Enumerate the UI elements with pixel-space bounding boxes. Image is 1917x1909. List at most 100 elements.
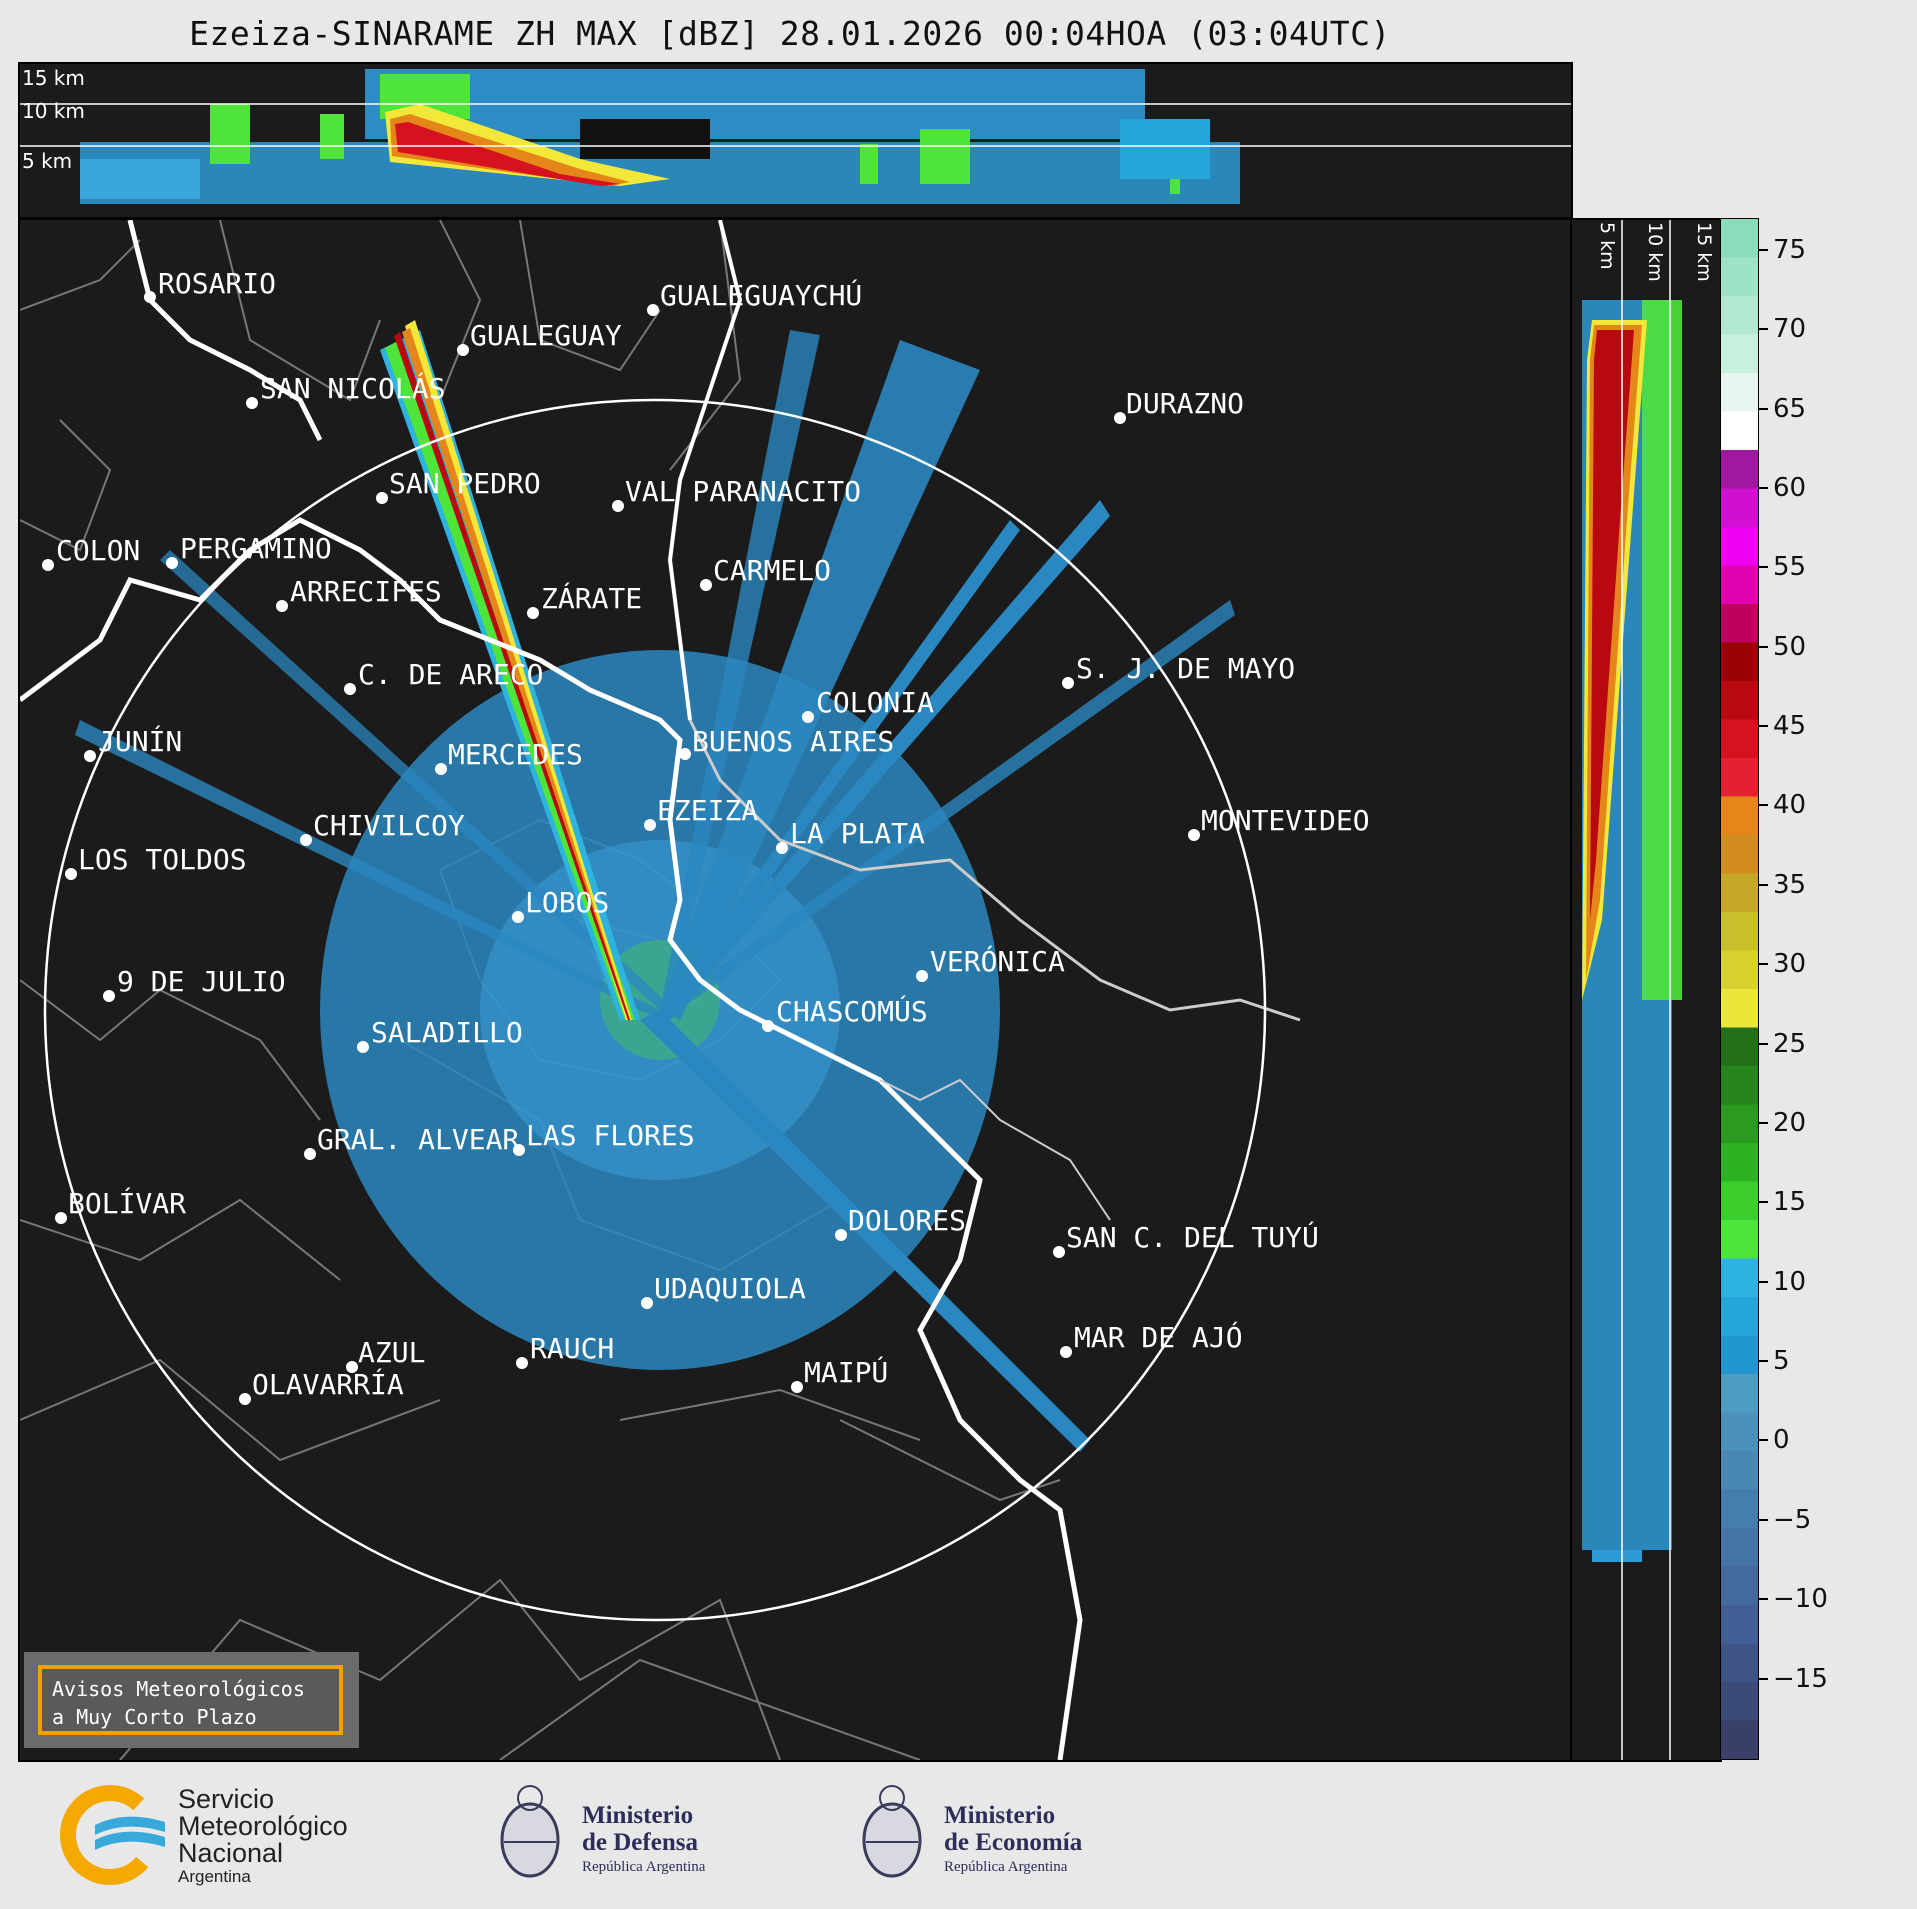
colorbar-tick (1759, 407, 1768, 410)
colorbar-tick-label: 40 (1773, 790, 1807, 821)
km-label-v-5: 5 km (1596, 222, 1618, 270)
city-label-9-de-julio: 9 DE JULIO (117, 965, 286, 998)
km-label-10: 10 km (22, 99, 85, 123)
city-label-chivilcoy: CHIVILCOY (313, 809, 465, 842)
colorbar-tick-label: −15 (1773, 1663, 1828, 1694)
city-dot (512, 911, 524, 923)
city-label-buenos-aires: BUENOS AIRES (692, 725, 895, 758)
city-dot (166, 557, 178, 569)
city-dot (300, 834, 312, 846)
colorbar-tick (1759, 1121, 1768, 1124)
city-dot (791, 1381, 803, 1393)
radar-map-svg (20, 220, 1301, 1760)
city-label-mercedes: MERCEDES (448, 738, 583, 771)
city-label-ezeiza: EZEIZA (657, 794, 759, 827)
colorbar-tick (1759, 645, 1768, 648)
city-label-pergamino: PERGAMINO (180, 532, 332, 565)
city-dot (647, 304, 659, 316)
city-dot (357, 1041, 369, 1053)
colorbar-tick (1759, 1280, 1768, 1283)
colorbar-tick-label: 30 (1773, 949, 1807, 980)
warning-line-1: Avisos Meteorológicos (52, 1677, 305, 1701)
city-label-san-c-del-tuyu: SAN C. DEL TUYÚ (1066, 1221, 1319, 1254)
colorbar-tick-label: 10 (1773, 1266, 1807, 1297)
colorbar-tick-label: 75 (1773, 234, 1807, 265)
radar-map: ROSARIO GUALEGUAYCHÚ GUALEGUAY SAN NICOL… (18, 218, 1573, 1762)
city-label-gualeguaychu: GUALEGUAYCHÚ (660, 279, 863, 312)
city-dot (376, 492, 388, 504)
city-label-udaquiola: UDAQUIOLA (654, 1272, 806, 1305)
colorbar-tick-label: 50 (1773, 631, 1807, 662)
colorbar-tick (1759, 566, 1768, 569)
city-dot (457, 344, 469, 356)
city-dot (513, 1144, 525, 1156)
city-dot (103, 990, 115, 1002)
colorbar-tick-label: 70 (1773, 314, 1807, 345)
city-label-veronica: VERÓNICA (930, 945, 1065, 978)
city-dot (1114, 412, 1126, 424)
colorbar-tick (1759, 963, 1768, 966)
km-label-5: 5 km (22, 149, 73, 173)
city-dot (1060, 1346, 1072, 1358)
city-label-rauch: RAUCH (530, 1332, 615, 1365)
city-dot (612, 500, 624, 512)
colorbar-tick (1759, 1677, 1768, 1680)
colorbar-tick-label: 5 (1773, 1346, 1790, 1377)
city-dot (239, 1393, 251, 1405)
city-label-colonia: COLONIA (816, 686, 935, 719)
colorbar-tick-label: 15 (1773, 1187, 1807, 1218)
city-dot (304, 1148, 316, 1160)
colorbar-tick-label: −5 (1773, 1504, 1812, 1535)
city-dot (276, 600, 288, 612)
colorbar-tick (1759, 1598, 1768, 1601)
argentina-shield-icon (500, 1785, 560, 1878)
city-label-la-plata: LA PLATA (790, 817, 925, 850)
colorbar-tick (1759, 248, 1768, 251)
smn-logo-icon (60, 1785, 165, 1885)
city-label-colon: COLON (56, 534, 141, 567)
colorbar-tick-label: 45 (1773, 711, 1807, 742)
colorbar-tick-label: 25 (1773, 1028, 1807, 1059)
city-label-junin: JUNÍN (98, 725, 183, 758)
city-label-olavarria: OLAVARRÍA (252, 1368, 404, 1401)
city-label-mar-de-ajo: MAR DE AJÓ (1074, 1321, 1243, 1354)
city-dot (527, 607, 539, 619)
coast-and-rivers (20, 220, 1301, 1760)
city-dot (55, 1212, 67, 1224)
chart-title: Ezeiza-SINARAME ZH MAX [dBZ] 28.01.2026 … (189, 14, 1391, 53)
smn-line-1: Servicio (178, 1784, 275, 1814)
city-dot (435, 763, 447, 775)
warning-line-2: a Muy Corto Plazo (52, 1705, 257, 1729)
city-dot (641, 1297, 653, 1309)
economia-line-2: de Economía (944, 1829, 1083, 1856)
city-label-durazno: DURAZNO (1126, 387, 1245, 420)
city-label-gualeguay: GUALEGUAY (470, 319, 622, 352)
colorbar-tick-label: −10 (1773, 1584, 1828, 1615)
radar-echoes (75, 320, 1235, 1452)
city-label-saladillo: SALADILLO (371, 1016, 523, 1049)
city-label-los-toldos: LOS TOLDOS (78, 843, 247, 876)
km-label-15: 15 km (22, 66, 85, 90)
km-label-v-15: 15 km (1693, 222, 1715, 282)
city-label-carmelo: CARMELO (713, 554, 832, 587)
top-profile-echoes (20, 69, 1571, 204)
city-dot (700, 579, 712, 591)
side-profile-panel: 5 km 10 km 15 km (1570, 218, 1722, 1762)
argentina-shield-icon (862, 1785, 922, 1878)
city-dot (916, 970, 928, 982)
colorbar-tick (1759, 1360, 1768, 1363)
city-dot (246, 397, 258, 409)
city-label-las-flores: LAS FLORES (526, 1119, 695, 1152)
range-ring (43, 398, 1267, 1622)
city-dot (644, 819, 656, 831)
city-dot (679, 748, 691, 760)
city-label-arrecifes: ARRECIFES (290, 575, 442, 608)
warning-badge[interactable]: Avisos Meteorológicos a Muy Corto Plazo (38, 1665, 343, 1735)
side-profile-echoes (1582, 300, 1682, 1562)
city-dot (762, 1020, 774, 1032)
colorbar-tick (1759, 725, 1768, 728)
city-dot (1188, 829, 1200, 841)
colorbar-tick (1759, 1518, 1768, 1521)
colorbar-tick (1759, 1439, 1768, 1442)
city-dot (144, 291, 156, 303)
